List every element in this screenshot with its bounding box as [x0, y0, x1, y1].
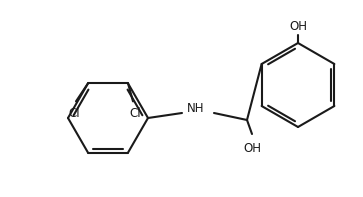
Text: Cl: Cl: [129, 107, 141, 120]
Text: OH: OH: [289, 20, 307, 33]
Text: Cl: Cl: [68, 107, 80, 120]
Text: NH: NH: [187, 101, 205, 114]
Text: OH: OH: [243, 142, 261, 155]
